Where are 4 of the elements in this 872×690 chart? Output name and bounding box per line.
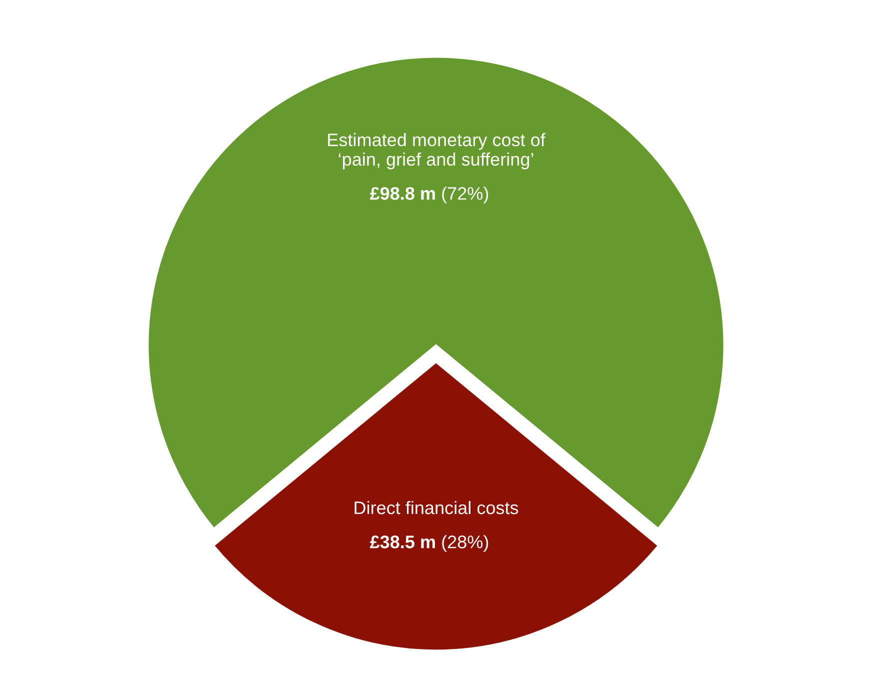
slice-label: Estimated monetary cost of ‘pain, grief and suffering’ <box>328 133 546 170</box>
slice-label: Direct financial costs <box>354 500 518 514</box>
data-label: £98.8 m (72%) <box>370 186 488 204</box>
data-label: £38.5 m (28%) <box>370 535 488 552</box>
